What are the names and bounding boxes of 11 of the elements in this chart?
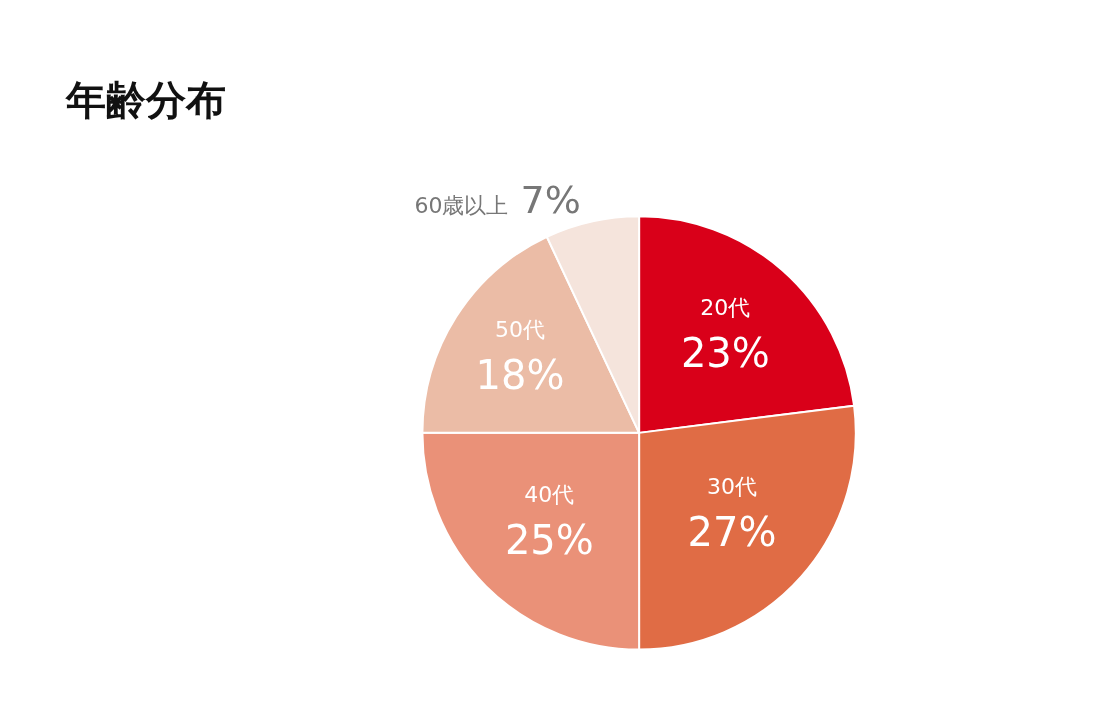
slice-label: 60歳以上	[414, 193, 509, 219]
data-label: 25%	[504, 517, 594, 564]
data-label: 7%	[520, 178, 581, 223]
data-label: 27%	[687, 509, 777, 556]
data-label: 18%	[475, 351, 565, 398]
slice-label: 20代	[700, 294, 751, 320]
slice-label: 30代	[706, 474, 757, 500]
chart-title: 年齢分布	[65, 77, 226, 124]
slice-label: 50代	[494, 316, 545, 342]
slice-label: 40代	[524, 482, 575, 508]
data-label: 23%	[680, 329, 770, 376]
